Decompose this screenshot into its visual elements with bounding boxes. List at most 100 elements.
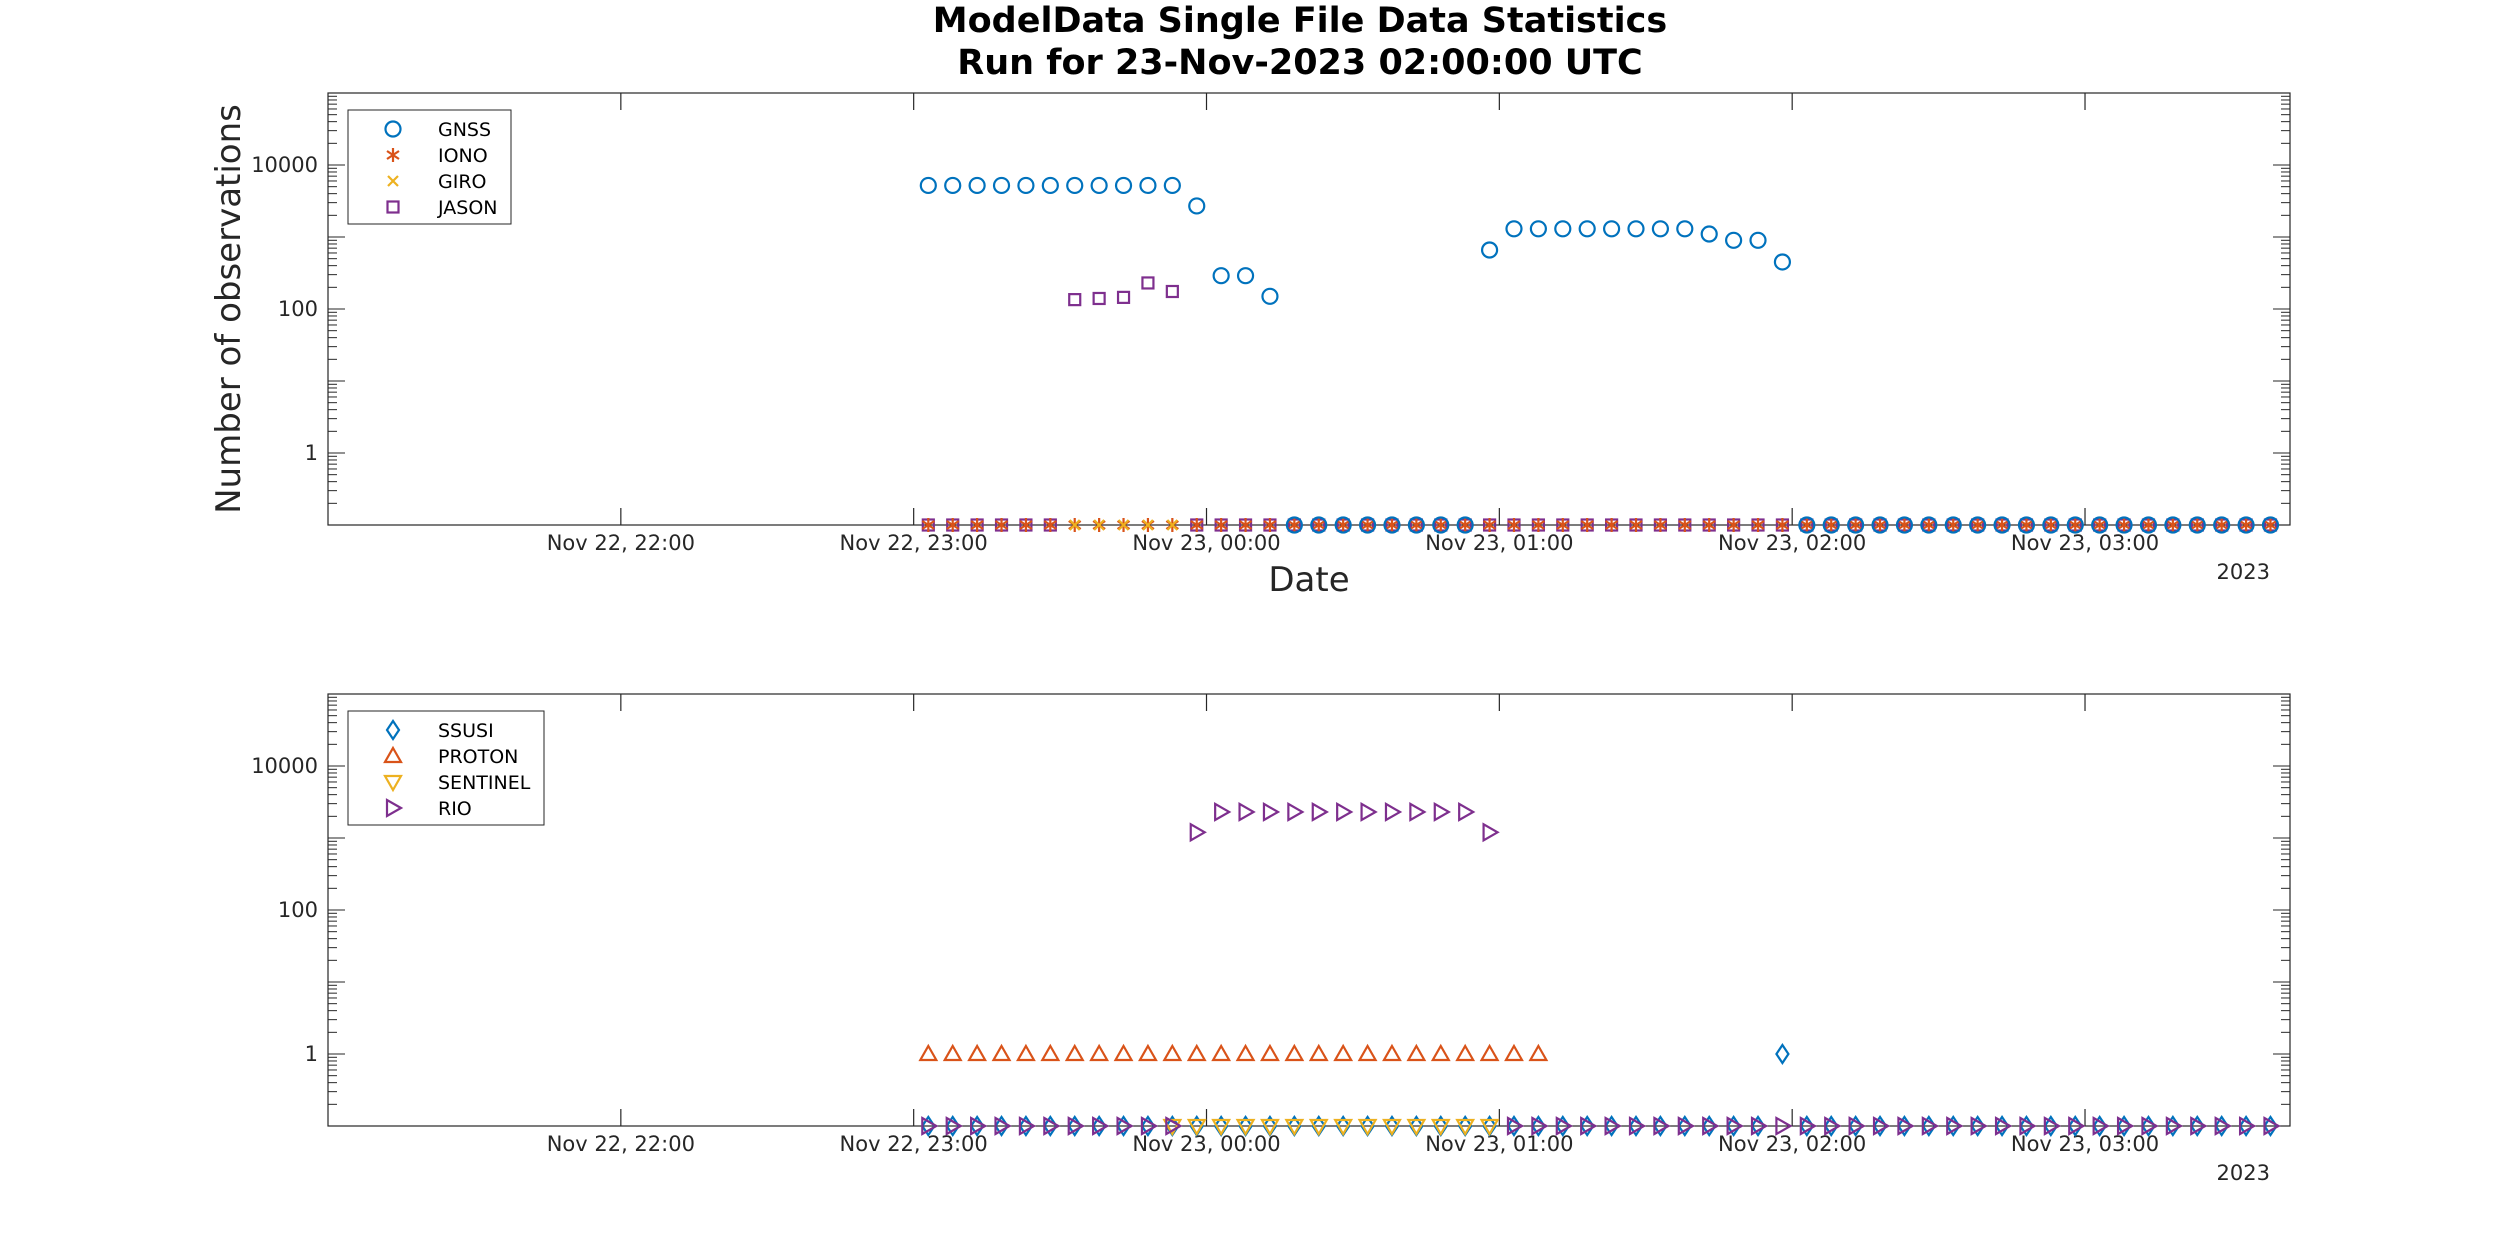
point-zero-triangle-right	[2214, 1116, 2232, 1136]
point-zero-circle	[1285, 516, 1303, 534]
point-zero-triangle-right	[1677, 1116, 1696, 1136]
point-gnss	[1749, 231, 1767, 249]
point-zero-asterisk	[2239, 518, 2253, 532]
point-gnss	[1212, 267, 1230, 285]
x-tick-label: Nov 23, 00:00	[1132, 531, 1280, 555]
legend-marker-sentinel	[383, 774, 403, 793]
point-zero-circle	[1310, 516, 1328, 534]
x-year-label: 2023	[2217, 560, 2270, 584]
point-zero-triangle-right	[1043, 1116, 1061, 1136]
point-proton	[1260, 1043, 1280, 1062]
point-zero-asterisk	[1946, 518, 1960, 532]
point-rio	[1262, 802, 1281, 822]
point-gnss	[1700, 225, 1718, 243]
point-rio	[1287, 802, 1305, 822]
point-zero-asterisk	[2117, 518, 2131, 532]
point-zero-triangle-right	[1604, 1116, 1622, 1136]
x-tick-label: Nov 23, 00:00	[1132, 1132, 1280, 1156]
point-zero-triangle-right	[2238, 1116, 2257, 1136]
point-zero-triangle-right	[1531, 1116, 1549, 1136]
point-zero-triangle-right	[1799, 1116, 1818, 1136]
point-gnss	[1163, 176, 1181, 195]
point-zero-triangle-right	[1848, 1116, 1866, 1136]
point-zero-asterisk	[1629, 518, 1643, 532]
point-zero-asterisk	[1580, 518, 1594, 532]
point-zero-asterisk	[1043, 518, 1057, 532]
point-zero-asterisk	[2190, 518, 2204, 532]
point-zero-asterisk	[1775, 518, 1790, 532]
point-zero-asterisk	[1263, 518, 1277, 532]
point-zero-asterisk	[1800, 518, 1814, 532]
point-zero-triangle-right	[1775, 1116, 1793, 1136]
point-zero-asterisk	[1507, 518, 1521, 532]
point-zero-triangle-right	[1555, 1116, 1574, 1136]
point-zero-asterisk	[1336, 518, 1350, 532]
point-zero-asterisk	[1190, 518, 1204, 532]
top-panel: Nov 22, 22:00 Nov 22, 23:00 Nov 23, 00:00 N…	[209, 92, 2291, 600]
point-zero-circle	[1895, 516, 1914, 534]
point-zero-circle	[1358, 516, 1377, 534]
legend-marker-proton	[383, 745, 403, 764]
point-zero-asterisk	[1971, 518, 1985, 532]
point-zero-triangle-right	[2092, 1116, 2110, 1136]
point-gnss	[1041, 176, 1059, 195]
point-zero-triangle-right	[1921, 1116, 1940, 1136]
point-zero-circle	[1993, 516, 2011, 534]
data-points	[918, 802, 2281, 1137]
point-zero-triangle-right	[1872, 1116, 1891, 1136]
point-gnss	[1090, 176, 1108, 195]
point-proton	[1528, 1043, 1549, 1062]
point-zero-triangle-right	[1628, 1116, 1647, 1136]
point-proton	[942, 1043, 963, 1062]
point-zero-asterisk	[1995, 518, 2009, 532]
legend: SSUSI PROTON SENTINEL RIO	[347, 710, 545, 826]
point-zero-asterisk	[1214, 518, 1228, 532]
point-zero-asterisk	[1897, 518, 1912, 532]
point-zero-asterisk	[2263, 518, 2278, 532]
point-zero-x	[1093, 519, 1105, 531]
point-zero-triangle-down	[1430, 1118, 1451, 1137]
legend-label-sentinel: SENTINEL	[438, 772, 531, 794]
point-zero-triangle-right	[1750, 1116, 1769, 1136]
point-zero-triangle-right	[1018, 1116, 1037, 1136]
point-zero-triangle-right	[1653, 1116, 1671, 1136]
y-tick-label: 1	[305, 1042, 318, 1066]
point-proton	[991, 1043, 1012, 1062]
point-zero-triangle-right	[1580, 1116, 1598, 1136]
point-proton	[1138, 1043, 1158, 1062]
point-zero-circle	[1847, 516, 1865, 534]
point-zero-circle	[2139, 516, 2158, 534]
point-zero-asterisk	[2166, 518, 2180, 532]
point-jason	[1116, 290, 1131, 304]
point-jason	[1092, 291, 1106, 306]
point-proton	[967, 1043, 988, 1062]
point-zero-asterisk	[1922, 518, 1936, 532]
legend-box	[347, 710, 545, 826]
point-zero-asterisk	[1849, 518, 1863, 532]
point-zero-circle	[1407, 516, 1425, 534]
point-zero-triangle-down	[1406, 1118, 1427, 1137]
point-zero-asterisk	[1287, 518, 1301, 532]
point-gnss	[1139, 176, 1157, 195]
point-zero-circle	[1383, 516, 1401, 534]
legend-marker-jason	[386, 200, 400, 214]
point-proton	[1016, 1043, 1036, 1062]
point-zero-x	[1068, 519, 1081, 531]
legend-label-proton: PROTON	[438, 746, 518, 768]
point-zero-triangle-right	[994, 1116, 1012, 1136]
legend-marker-iono	[386, 148, 400, 162]
point-zero-asterisk	[2093, 518, 2107, 532]
x-axis-label: Date	[1268, 560, 1349, 600]
point-gnss	[944, 176, 962, 195]
point-zero-asterisk	[2068, 518, 2082, 532]
point-zero-asterisk	[1653, 518, 1668, 532]
point-rio	[1311, 802, 1329, 822]
y-tick-label: 1	[305, 441, 318, 465]
point-gnss	[1651, 220, 1670, 238]
point-rio	[1482, 822, 1500, 843]
figure-title-line2: Run for 23-Nov-2023 02:00:00 UTC	[957, 43, 1642, 83]
point-zero-triangle-right	[2141, 1116, 2159, 1136]
point-zero-triangle-right	[1897, 1116, 1915, 1136]
legend-marker-giro	[387, 175, 399, 187]
